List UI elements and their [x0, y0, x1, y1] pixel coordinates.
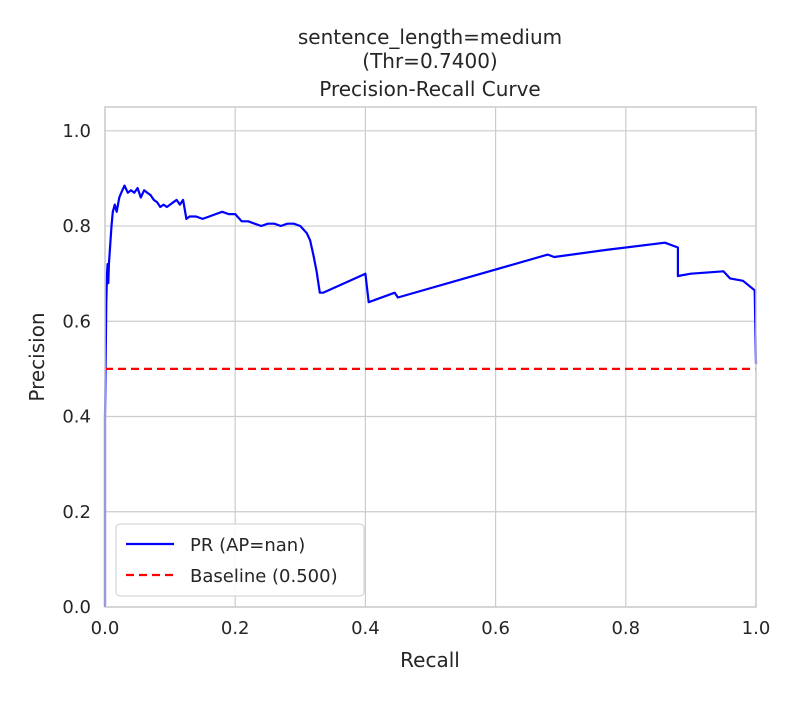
y-tick-label: 0.0: [62, 597, 91, 618]
legend-label-pr: PR (AP=nan): [190, 535, 305, 556]
x-tick-label: 0.6: [481, 618, 510, 639]
y-tick-label: 1.0: [62, 121, 91, 142]
x-tick-label: 1.0: [742, 618, 771, 639]
x-tick-label: 0.2: [221, 618, 250, 639]
grid: [104, 107, 757, 608]
chart-title-line-3: Precision-Recall Curve: [319, 77, 540, 101]
chart-title-line-1: sentence_length=medium: [298, 25, 562, 49]
legend: PR (AP=nan) Baseline (0.500): [115, 523, 365, 597]
x-tick-label: 0.0: [91, 618, 120, 639]
x-tick-label: 0.8: [611, 618, 640, 639]
x-tick-label: 0.4: [351, 618, 380, 639]
x-axis-label: Recall: [400, 648, 460, 672]
y-tick-label: 0.8: [62, 216, 91, 237]
pr-curve-line: [103, 184, 758, 607]
chart-title-line-2: (Thr=0.7400): [362, 49, 497, 73]
legend-box: [115, 523, 365, 597]
y-axis-label: Precision: [25, 312, 49, 401]
y-tick-label: 0.6: [62, 311, 91, 332]
plot-frame: [104, 106, 757, 608]
series-layer: [103, 184, 758, 607]
y-tick-label: 0.4: [62, 407, 91, 428]
legend-label-baseline: Baseline (0.500): [190, 566, 338, 587]
x-tick-labels: 0.0 0.2 0.4 0.6 0.8 1.0: [91, 618, 771, 639]
y-tick-labels: 0.0 0.2 0.4 0.6 0.8 1.0: [62, 121, 91, 618]
y-tick-label: 0.2: [62, 502, 91, 523]
